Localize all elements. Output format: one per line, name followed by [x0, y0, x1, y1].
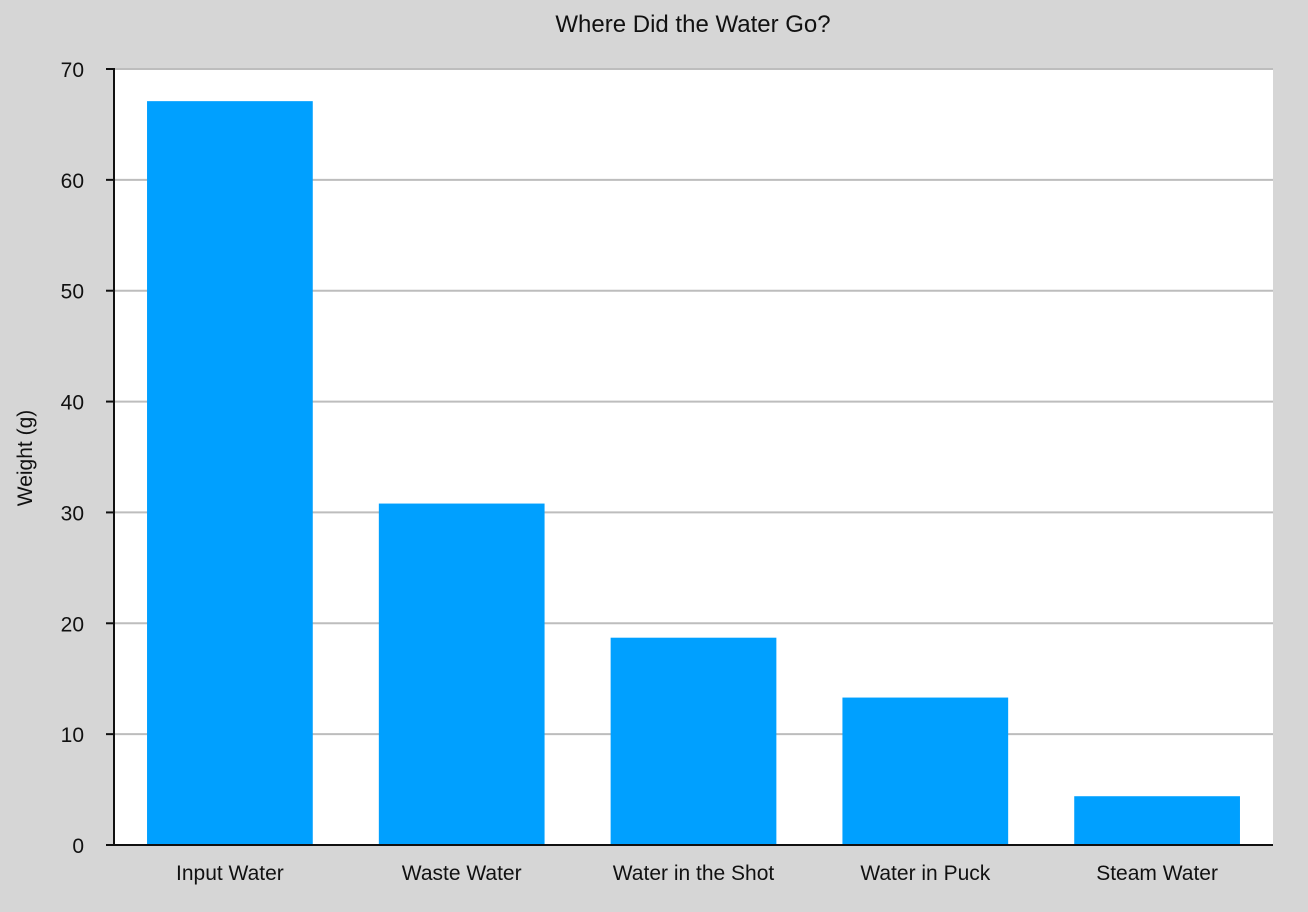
x-tick-label: Water in Puck	[860, 862, 990, 885]
bar	[1074, 796, 1240, 845]
x-tick-label: Waste Water	[402, 862, 522, 885]
x-tick-label: Input Water	[176, 862, 284, 885]
bar	[147, 101, 313, 846]
y-axis-label: Weight (g)	[14, 410, 37, 506]
x-tick-label: Steam Water	[1096, 862, 1218, 885]
y-tick-label: 30	[61, 502, 84, 525]
bars	[147, 101, 1240, 846]
y-tick-label: 70	[61, 59, 84, 82]
y-tick-label: 0	[72, 835, 84, 858]
y-tick-label: 20	[61, 613, 84, 636]
y-tick-labels: 0 10 20 30 40 50 60 70	[61, 59, 84, 858]
bar	[378, 503, 545, 845]
bar	[842, 697, 1009, 845]
y-tick-label: 10	[61, 724, 84, 747]
x-tick-label: Water in the Shot	[613, 862, 775, 885]
y-tick-label: 40	[61, 392, 84, 415]
y-tick-label: 50	[61, 281, 84, 304]
axes	[106, 68, 1273, 846]
chart-title: Where Did the Water Go?	[555, 11, 830, 38]
x-tick-labels: Input Water Waste Water Water in the Shot W…	[176, 862, 1218, 885]
bar	[610, 637, 777, 845]
y-tick-label: 60	[61, 170, 84, 193]
